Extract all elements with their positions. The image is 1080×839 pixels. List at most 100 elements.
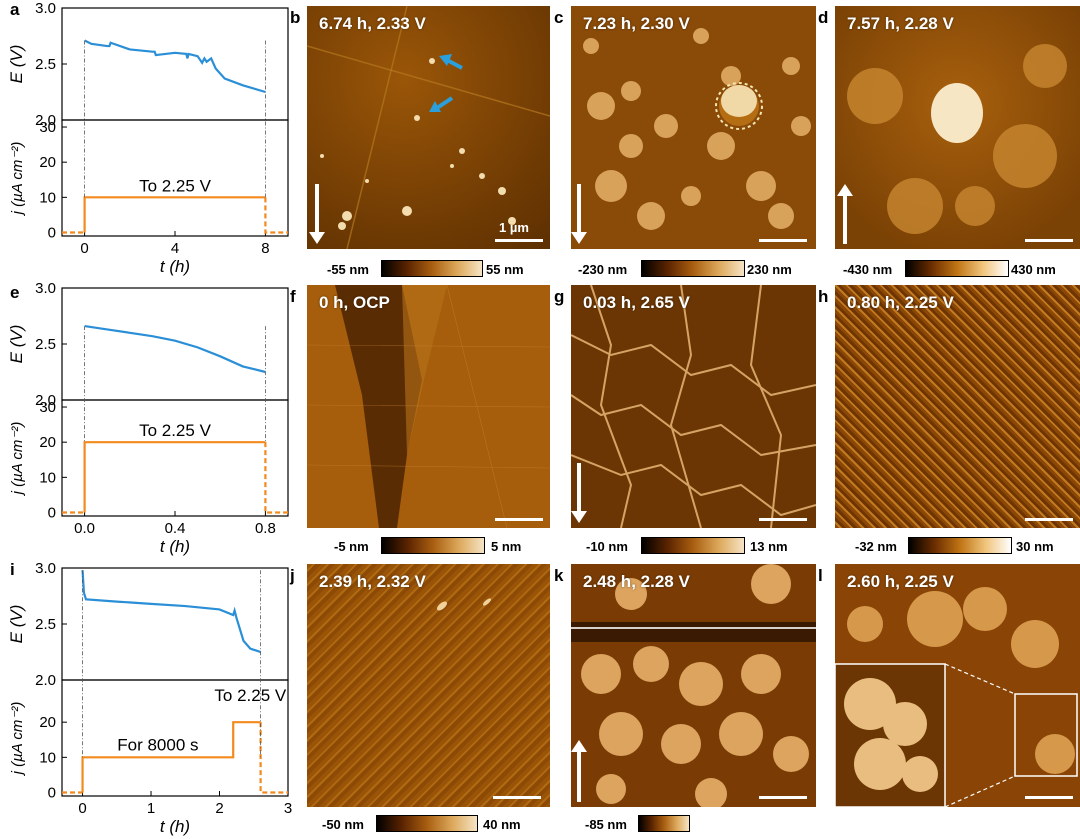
scale-bar-b [495, 239, 543, 242]
current-line-post [264, 197, 288, 234]
current-line-post [259, 722, 288, 794]
xtick-label: 1 [147, 800, 155, 817]
bottom-axes-frame [61, 399, 289, 517]
panel-label-d: d [818, 8, 829, 27]
scan-arrow-g [577, 463, 581, 515]
afm-texture-l [835, 587, 1078, 807]
top-y-axis-label: E (V) [7, 605, 26, 644]
panel-label-c: c [554, 8, 564, 27]
bottom-ytick-label: 10 [39, 749, 56, 766]
colorbar-d [905, 260, 1009, 277]
cbar-min-k: -85 nm [585, 817, 627, 832]
cbar-min-h: -32 nm [855, 539, 897, 554]
afm-title-l: 2.60 h, 2.25 V [847, 572, 954, 591]
cbar-max-j: 40 nm [483, 817, 521, 832]
top-ytick-label: 2.5 [35, 616, 56, 633]
panel-label-i: i [10, 560, 15, 579]
xtick-label: 0 [80, 240, 88, 257]
afm-title-d: 7.57 h, 2.28 V [847, 14, 954, 33]
scan-arrow-g-head [571, 511, 587, 523]
bottom-ytick-label: 0 [48, 784, 56, 801]
afm-texture-d [847, 44, 1067, 234]
xtick-label: 0.4 [165, 520, 186, 537]
afm-texture-k [571, 564, 816, 807]
afm-texture-c [583, 28, 811, 230]
afm-image-k: 2.48 h, 2.28 V [571, 564, 816, 807]
cbar-min-j: -50 nm [322, 817, 364, 832]
x-axis-label: t (h) [160, 817, 190, 836]
top-ytick-label: 2.5 [35, 336, 56, 353]
voltage-line [81, 570, 261, 654]
current-line [83, 441, 266, 513]
bottom-ytick-label: 20 [39, 714, 56, 731]
top-y-axis-label: E (V) [7, 325, 26, 364]
afm-image-j: 2.39 h, 2.32 V [307, 564, 550, 807]
afm-title-f: 0 h, OCP [319, 293, 390, 312]
current-annotation-2: To 2.25 V [214, 686, 286, 705]
afm-texture-j [437, 598, 492, 611]
colorbar-h [908, 537, 1012, 554]
scan-arrow-c-head [571, 232, 587, 244]
bottom-ytick-label: 30 [39, 119, 56, 136]
scale-label-b: 1 µm [499, 220, 529, 235]
panel-label-g: g [554, 287, 565, 306]
top-ytick-label: 2.0 [35, 112, 56, 129]
afm-image-l: 2.60 h, 2.25 V [835, 564, 1080, 807]
afm-image-c: 7.23 h, 2.30 V [571, 6, 816, 249]
voltage-line [84, 324, 266, 374]
current-annotation: To 2.25 V [139, 421, 211, 440]
voltage-line [84, 39, 266, 94]
x-axis-label: t (h) [160, 257, 190, 276]
scale-bar-k [759, 796, 807, 799]
current-annotation: To 2.25 V [139, 176, 211, 195]
scale-bar-l [1025, 796, 1073, 799]
bottom-y-axis-label: j (µA cm⁻²) [9, 422, 26, 497]
panel-label-l: l [818, 566, 823, 585]
panel-label-a: a [10, 0, 20, 19]
bottom-ytick-label: 0 [48, 504, 56, 521]
panel-label-h: h [818, 287, 829, 306]
xtick-label: 2 [215, 800, 223, 817]
afm-title-h: 0.80 h, 2.25 V [847, 293, 954, 312]
afm-texture-g [571, 285, 816, 528]
afm-title-g: 0.03 h, 2.65 V [583, 293, 690, 312]
cbar-min-f: -5 nm [334, 539, 369, 554]
xtick-label: 0 [78, 800, 86, 817]
scan-arrow-k [577, 752, 581, 802]
colorbar-g [641, 537, 745, 554]
colorbar-c [641, 260, 745, 277]
cbar-min-b: -55 nm [327, 262, 369, 277]
bottom-y-axis-label: j (µA cm⁻²) [9, 702, 26, 777]
top-ytick-label: 2.0 [35, 672, 56, 689]
current-line [83, 196, 266, 233]
cbar-min-c: -230 nm [578, 262, 628, 277]
top-ytick-label: 3.0 [35, 280, 56, 297]
bottom-ytick-label: 20 [39, 154, 56, 171]
bottom-y-axis-label: j (µA cm⁻²) [9, 142, 26, 217]
panel-label-k: k [554, 566, 564, 585]
colorbar-b [381, 260, 483, 277]
scale-bar-g [759, 518, 807, 521]
chart-e: 2.0 2.5 3.0 0 10 20 30 0.0 0.4 0.8 t (h) E (V) j (µA… [7, 280, 289, 556]
cbar-max-d: 430 nm [1011, 262, 1056, 277]
current-line-post [264, 442, 288, 514]
scale-bar-d [1025, 239, 1073, 242]
colorbar-k [638, 815, 690, 832]
bottom-axes-frame [61, 679, 289, 797]
scan-arrow-k-head [571, 740, 587, 752]
bottom-ytick-label: 30 [39, 399, 56, 416]
afm-texture-f [307, 285, 550, 528]
top-ytick-label: 3.0 [35, 0, 56, 17]
cbar-max-g: 13 nm [750, 539, 788, 554]
chart-a: 2.0 2.5 3.0 0 10 20 30 0 4 8 t (h) E (V) j (µA cm⁻²)… [7, 0, 289, 276]
afm-title-j: 2.39 h, 2.32 V [319, 572, 426, 591]
top-ytick-label: 2.5 [35, 56, 56, 73]
scale-bar-j [493, 796, 541, 799]
scan-arrow-d [843, 196, 847, 244]
top-axes-frame [61, 567, 289, 681]
scale-bar-f [495, 518, 543, 521]
cbar-min-g: -10 nm [586, 539, 628, 554]
panel-label-b: b [290, 8, 301, 27]
colorbar-f [381, 537, 485, 554]
scale-bar-c [759, 239, 807, 242]
